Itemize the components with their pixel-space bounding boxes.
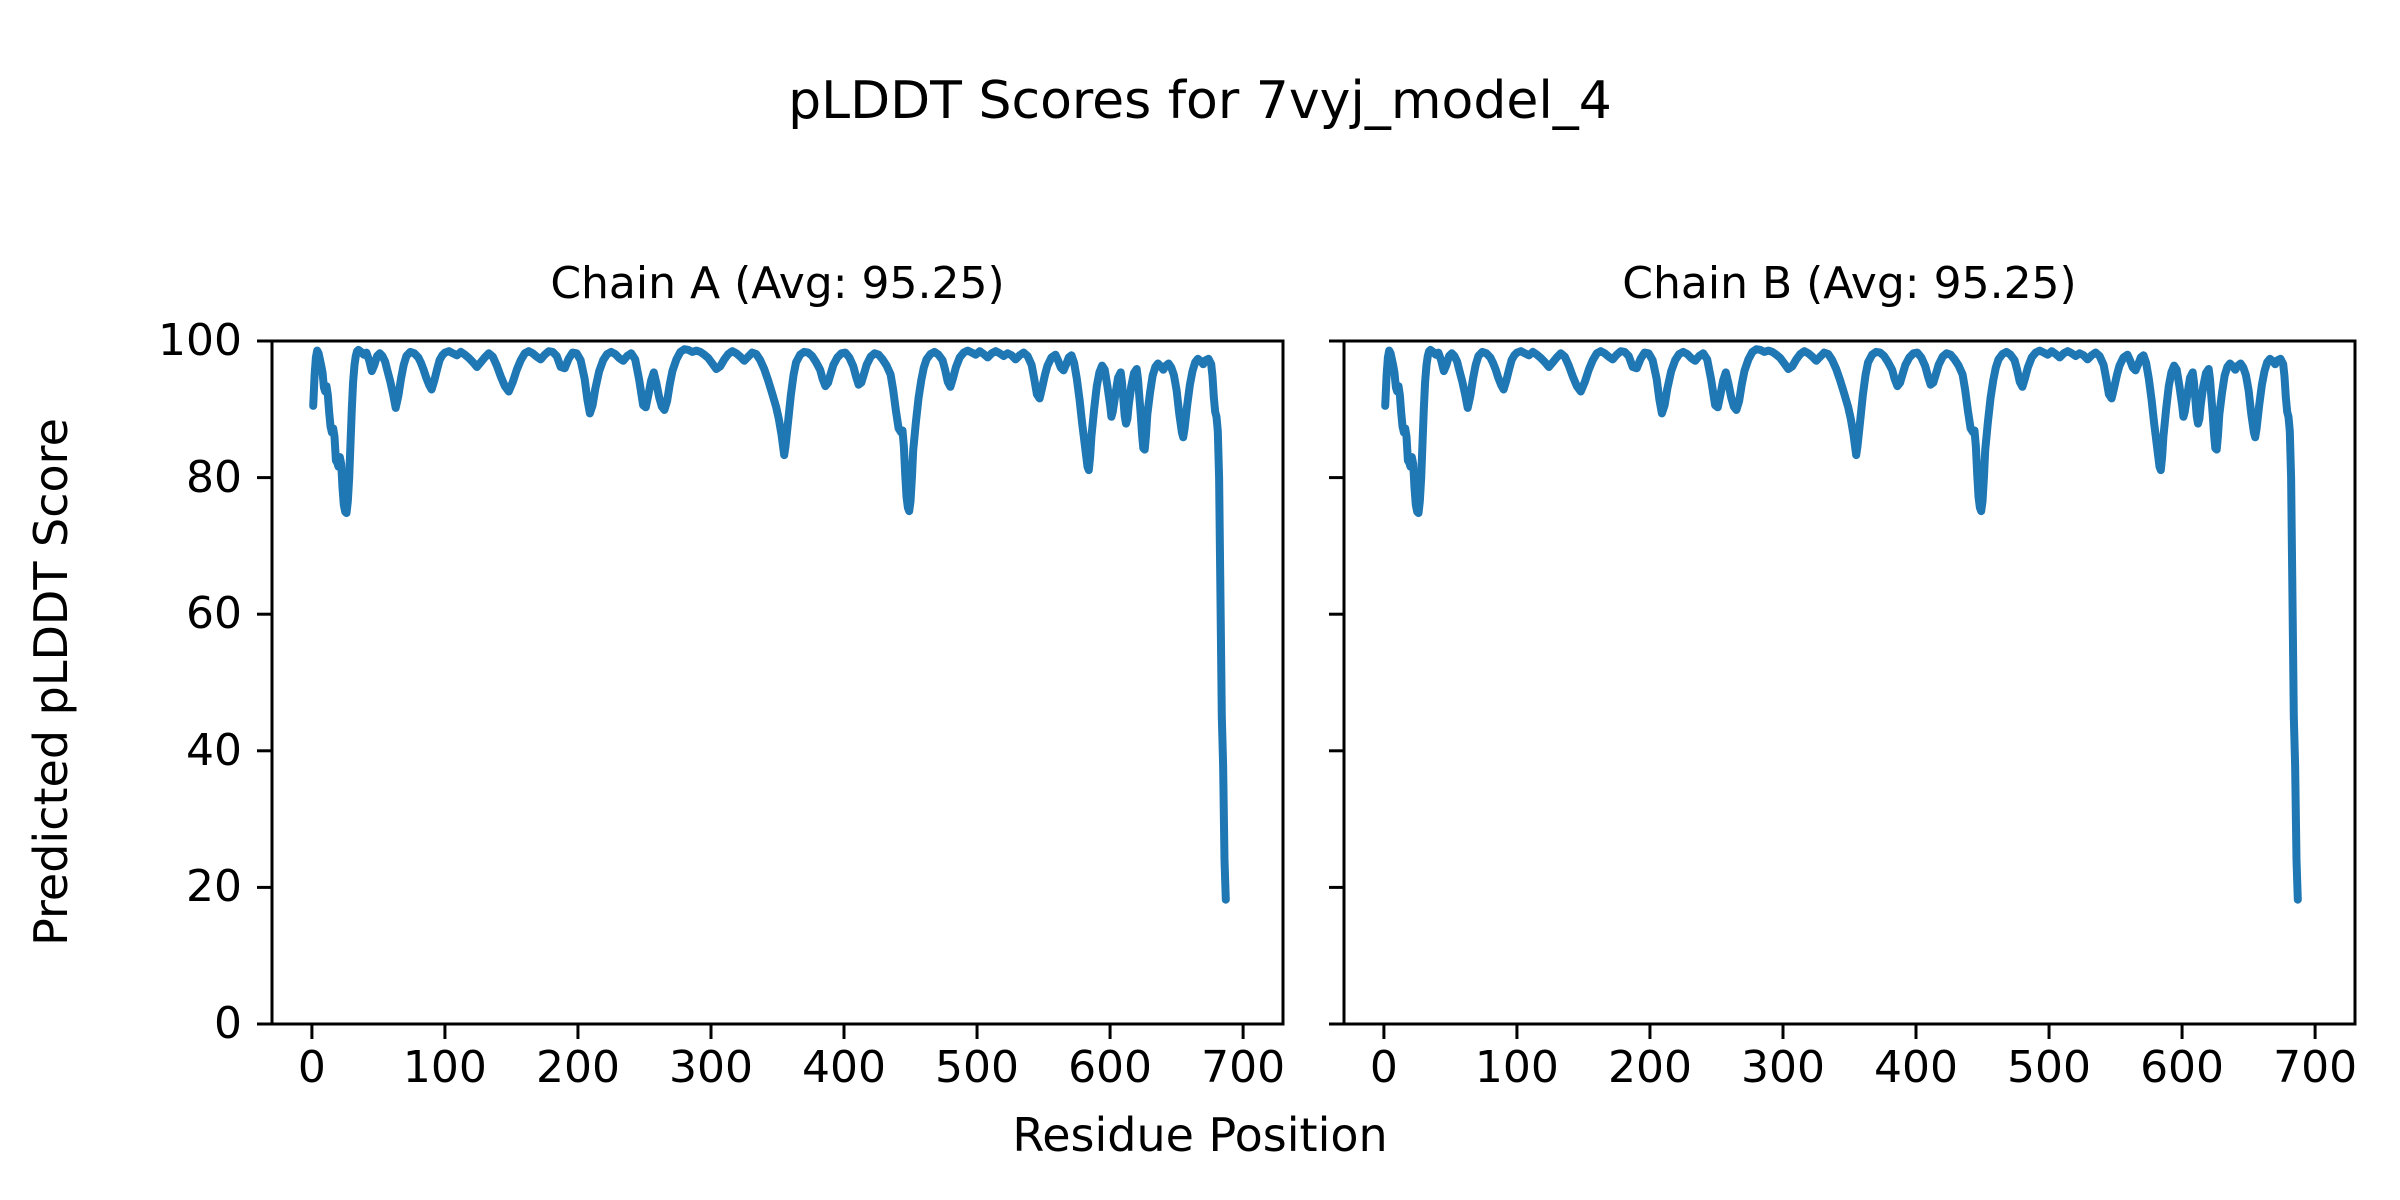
axes-spines-chain_a xyxy=(270,339,1285,1026)
y-tick-label: 80 xyxy=(186,451,242,503)
x-tick-label-chain_a: 300 xyxy=(668,1042,753,1093)
x-tick-label-chain_a: 200 xyxy=(535,1042,620,1093)
x-tick-label-chain_a: 100 xyxy=(402,1042,487,1093)
x-tick-label-chain_a: 0 xyxy=(297,1042,326,1093)
y-axis-label: Predicted pLDDT Score xyxy=(24,418,78,946)
plddt-line-chain_b xyxy=(1381,345,2302,904)
subplot-title-chain-a: Chain A (Avg: 95.25) xyxy=(550,258,1005,309)
x-tick-label-chain_b: 700 xyxy=(2273,1042,2358,1093)
x-tick-label-chain_a: 400 xyxy=(802,1042,886,1093)
plddt-line-chain_a xyxy=(309,345,1230,904)
x-tick-label-chain_a: 500 xyxy=(935,1042,1020,1093)
x-tick-label-chain_b: 100 xyxy=(1474,1042,1559,1093)
x-tick-label-chain_b: 400 xyxy=(1874,1042,1958,1093)
y-tick-label: 0 xyxy=(214,998,242,1049)
x-tick-label-chain_b: 200 xyxy=(1607,1042,1692,1093)
x-tick-label-chain_b: 0 xyxy=(1369,1042,1398,1093)
x-tick-label-chain_b: 600 xyxy=(2140,1042,2225,1093)
y-tick-label: 20 xyxy=(186,861,242,913)
figure-title: pLDDT Scores for 7vyj_model_4 xyxy=(788,71,1612,131)
x-axis-label: Residue Position xyxy=(1012,1108,1388,1162)
x-tick-label-chain_b: 500 xyxy=(2007,1042,2092,1093)
x-tick-label-chain_a: 700 xyxy=(1201,1042,1286,1093)
y-tick-label: 100 xyxy=(158,315,242,366)
x-tick-label-chain_b: 300 xyxy=(1740,1042,1825,1093)
y-tick-label: 40 xyxy=(186,724,242,776)
x-tick-label-chain_a: 600 xyxy=(1068,1042,1153,1093)
subplot-title-chain-b: Chain B (Avg: 95.25) xyxy=(1622,258,2077,309)
axes-spines-chain_b xyxy=(1342,339,2357,1026)
y-tick-label: 60 xyxy=(186,588,242,640)
